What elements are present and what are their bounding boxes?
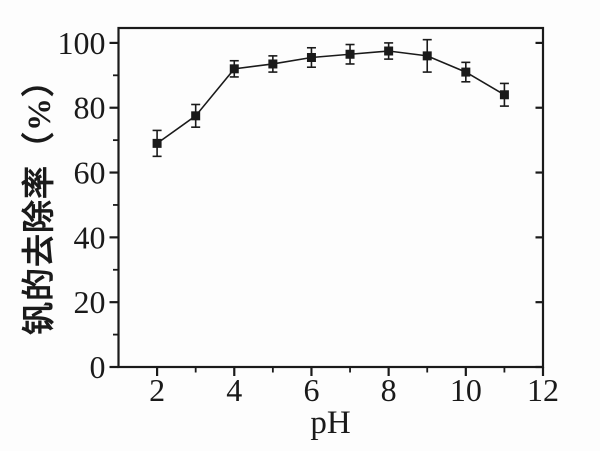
x-tick-label: 8	[381, 372, 397, 408]
y-tick-label: 0	[90, 349, 106, 385]
data-point-marker	[152, 138, 162, 148]
y-tick-label: 80	[74, 90, 106, 126]
y-tick-label: 60	[74, 155, 106, 191]
data-point-marker	[306, 52, 316, 62]
x-tick-label: 10	[450, 372, 482, 408]
data-point-marker	[229, 64, 239, 74]
plot-frame	[117, 26, 545, 369]
y-tick-label: 40	[74, 219, 106, 255]
data-point-marker	[461, 67, 471, 77]
x-tick-label: 4	[226, 372, 242, 408]
data-point-marker	[191, 111, 201, 121]
data-point-marker	[422, 51, 432, 61]
y-tick-label: 100	[58, 25, 106, 61]
data-point-marker	[499, 90, 509, 100]
x-tick-label: 6	[303, 372, 319, 408]
data-point-marker	[345, 49, 355, 59]
data-point-marker	[384, 46, 394, 56]
x-axis-label: pH	[310, 405, 351, 441]
data-point-marker	[268, 59, 278, 69]
y-tick-label: 20	[74, 284, 106, 320]
x-tick-label: 12	[527, 372, 559, 408]
y-axis-label: 钒的去除率（%）	[22, 63, 58, 335]
x-tick-label: 2	[149, 372, 165, 408]
series-line	[156, 50, 505, 145]
